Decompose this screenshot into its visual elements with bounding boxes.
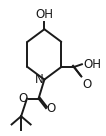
Text: O: O: [19, 92, 28, 105]
Text: OH: OH: [35, 8, 53, 21]
Text: O: O: [47, 102, 56, 115]
Text: O: O: [82, 78, 91, 91]
Text: N: N: [35, 73, 44, 86]
Text: OH: OH: [83, 58, 101, 71]
